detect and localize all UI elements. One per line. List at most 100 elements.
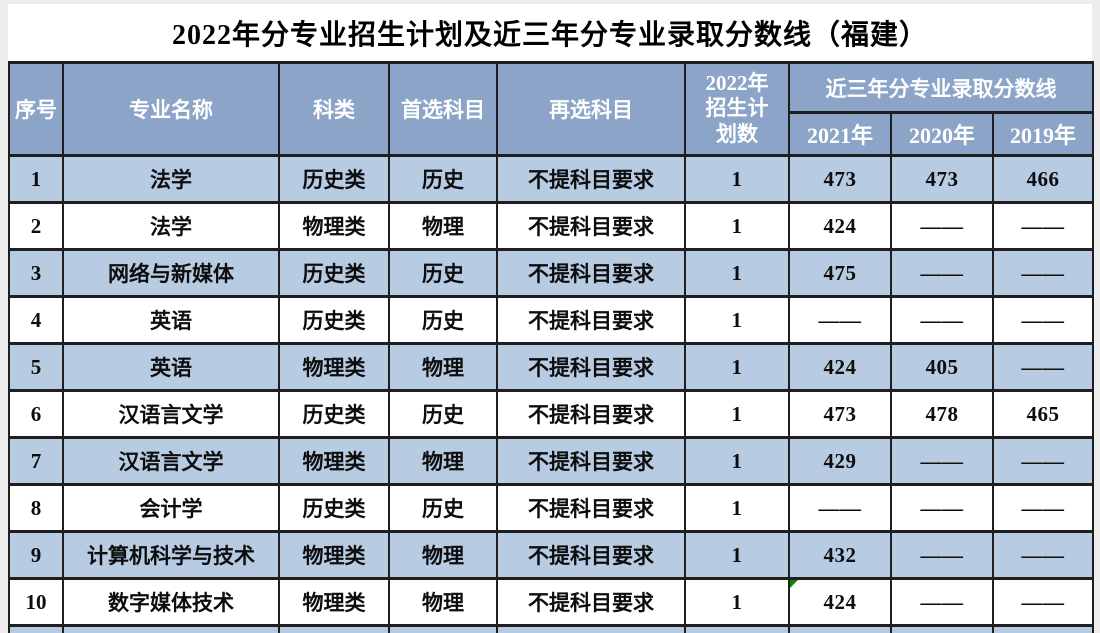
cell-plan: 1 xyxy=(684,577,790,627)
cell-score-2021: 475 xyxy=(788,248,892,298)
cell-second-subject: 不提科目要求 xyxy=(496,154,686,204)
cell-seq: 4 xyxy=(8,295,64,345)
cell-score-2020: —— xyxy=(890,530,994,580)
cell-second-subject: 不提科目要求 xyxy=(496,530,686,580)
cell-first-subject: 历史 xyxy=(388,389,498,439)
cell-score-2019: —— xyxy=(991,201,1095,251)
plan-header-line-2: 招生计 xyxy=(705,96,769,121)
cell-plan: 1 xyxy=(684,295,790,345)
cell-major: 汉语言文学 xyxy=(62,389,280,439)
col-header-seq: 序号 xyxy=(8,61,64,157)
plan-header-line-1: 2022年 xyxy=(705,70,769,95)
cell-seq: 6 xyxy=(8,389,64,439)
sheet: 2022年分专业招生计划及近三年分专业录取分数线（福建） 序号 专业名称 科类 … xyxy=(8,4,1095,633)
cell-score-2021: 473 xyxy=(788,389,892,439)
cell-first-subject: 历史 xyxy=(388,295,498,345)
cell-score-2021: 432 xyxy=(788,530,892,580)
cell-seq: 10 xyxy=(8,577,64,627)
cell-major: 法学 xyxy=(62,201,280,251)
cell-major: 网络与新媒体 xyxy=(62,248,280,298)
cell-category: 历史类 xyxy=(278,295,390,345)
table-row-2: 2 法学 物理类 物理 不提科目要求 1 424 —— —— xyxy=(8,201,1095,251)
cell-plan: 1 xyxy=(684,530,790,580)
cell-plan: 1 xyxy=(684,483,790,533)
cell-score-2019: —— xyxy=(991,436,1095,486)
cell-second-subject: 不提科目要求 xyxy=(496,201,686,251)
cell-seq: 8 xyxy=(8,483,64,533)
cell-score-2020: —— xyxy=(890,577,994,627)
cell-score-2019: —— xyxy=(991,248,1095,298)
cell-category: 历史类 xyxy=(278,154,390,204)
cell-score-2019: —— xyxy=(991,295,1095,345)
cell-first-subject: 物理 xyxy=(388,530,498,580)
table-row-7: 7 汉语言文学 物理类 物理 不提科目要求 1 429 —— —— xyxy=(8,436,1095,486)
col-header-major: 专业名称 xyxy=(62,61,280,157)
cell-score-2021: 424 xyxy=(788,201,892,251)
cell-score-2020: 405 xyxy=(890,342,994,392)
cell-major: 英语 xyxy=(62,342,280,392)
cell-plan: 1 xyxy=(684,248,790,298)
cell-second-subject: 不提科目要求 xyxy=(496,342,686,392)
table-row-8: 8 会计学 历史类 历史 不提科目要求 1 —— —— —— xyxy=(8,483,1095,533)
col-header-first-subject: 首选科目 xyxy=(388,61,498,157)
col-header-recent-scores: 近三年分专业录取分数线 xyxy=(787,61,1095,114)
cell-major: 数字媒体技术 xyxy=(62,577,280,627)
cell-score-2021-with-flag: 424 xyxy=(788,577,892,627)
cell-major: 计算机科学与技术 xyxy=(62,530,280,580)
table-row-9: 9 计算机科学与技术 物理类 物理 不提科目要求 1 432 —— —— xyxy=(8,530,1095,580)
cell-score-2021: —— xyxy=(788,295,892,345)
cell-score-2020: —— xyxy=(890,436,994,486)
cell-score-2020: —— xyxy=(890,201,994,251)
page-title: 2022年分专业招生计划及近三年分专业录取分数线（福建） xyxy=(171,19,928,51)
cell-second-subject: 不提科目要求 xyxy=(496,577,686,627)
col-header-year-2019: 2019年 xyxy=(991,111,1095,157)
cell-seq: 2 xyxy=(8,201,64,251)
cell-major: 法学 xyxy=(62,154,280,204)
table-row-6: 6 汉语言文学 历史类 历史 不提科目要求 1 473 478 465 xyxy=(8,389,1095,439)
table-row-1: 1 法学 历史类 历史 不提科目要求 1 473 473 466 xyxy=(8,154,1095,204)
cell-seq: 9 xyxy=(8,530,64,580)
cell-score-2019: —— xyxy=(991,530,1095,580)
cell-score-2021: 473 xyxy=(788,154,892,204)
cell-score-2021: —— xyxy=(788,483,892,533)
cell-plan: 1 xyxy=(684,154,790,204)
cell-category: 历史类 xyxy=(278,389,390,439)
cell-score-2020: 473 xyxy=(890,154,994,204)
cell-first-subject: 历史 xyxy=(388,483,498,533)
cell-plan: 1 xyxy=(684,201,790,251)
cell-first-subject: 物理 xyxy=(388,342,498,392)
cell-category: 物理类 xyxy=(278,530,390,580)
cell-category: 历史类 xyxy=(278,248,390,298)
cell-score-2021: 424 xyxy=(788,342,892,392)
col-header-plan-2022: 2022年 招生计 划数 xyxy=(684,61,790,157)
cell-plan: 1 xyxy=(684,342,790,392)
cell-category: 物理类 xyxy=(278,577,390,627)
plan-header-line-3: 划数 xyxy=(716,121,758,146)
cell-first-subject: 物理 xyxy=(388,577,498,627)
cell-score-2019: —— xyxy=(991,342,1095,392)
cell-first-subject: 物理 xyxy=(388,436,498,486)
cell-score-2019: 465 xyxy=(991,389,1095,439)
cell-category: 物理类 xyxy=(278,436,390,486)
cell-major: 英语 xyxy=(62,295,280,345)
cell-major: 汉语言文学 xyxy=(62,436,280,486)
cell-score-2020: —— xyxy=(890,248,994,298)
admission-scores-table: 序号 专业名称 科类 首选科目 再选科目 2022年 招生计 划数 近三年分专业… xyxy=(8,61,1095,633)
cell-category: 历史类 xyxy=(278,483,390,533)
cell-second-subject: 不提科目要求 xyxy=(496,483,686,533)
table-header-row-2: 2021年 2020年 2019年 xyxy=(9,111,1095,157)
cell-plan: 1 xyxy=(684,389,790,439)
cell-second-subject: 不提科目要求 xyxy=(496,248,686,298)
table-row-4: 4 英语 历史类 历史 不提科目要求 1 —— —— —— xyxy=(8,295,1095,345)
cell-first-subject: 物理 xyxy=(388,201,498,251)
table-row-5: 5 英语 物理类 物理 不提科目要求 1 424 405 —— xyxy=(8,342,1095,392)
cell-plan: 1 xyxy=(684,436,790,486)
col-header-year-2021: 2021年 xyxy=(788,111,892,157)
title-band: 2022年分专业招生计划及近三年分专业录取分数线（福建） xyxy=(8,4,1092,61)
cell-score-2019: —— xyxy=(991,483,1095,533)
cell-score-2019: 466 xyxy=(991,154,1095,204)
col-header-second-subject: 再选科目 xyxy=(496,61,686,157)
cell-score-2020: 478 xyxy=(890,389,994,439)
table-row-partial xyxy=(8,624,1095,633)
